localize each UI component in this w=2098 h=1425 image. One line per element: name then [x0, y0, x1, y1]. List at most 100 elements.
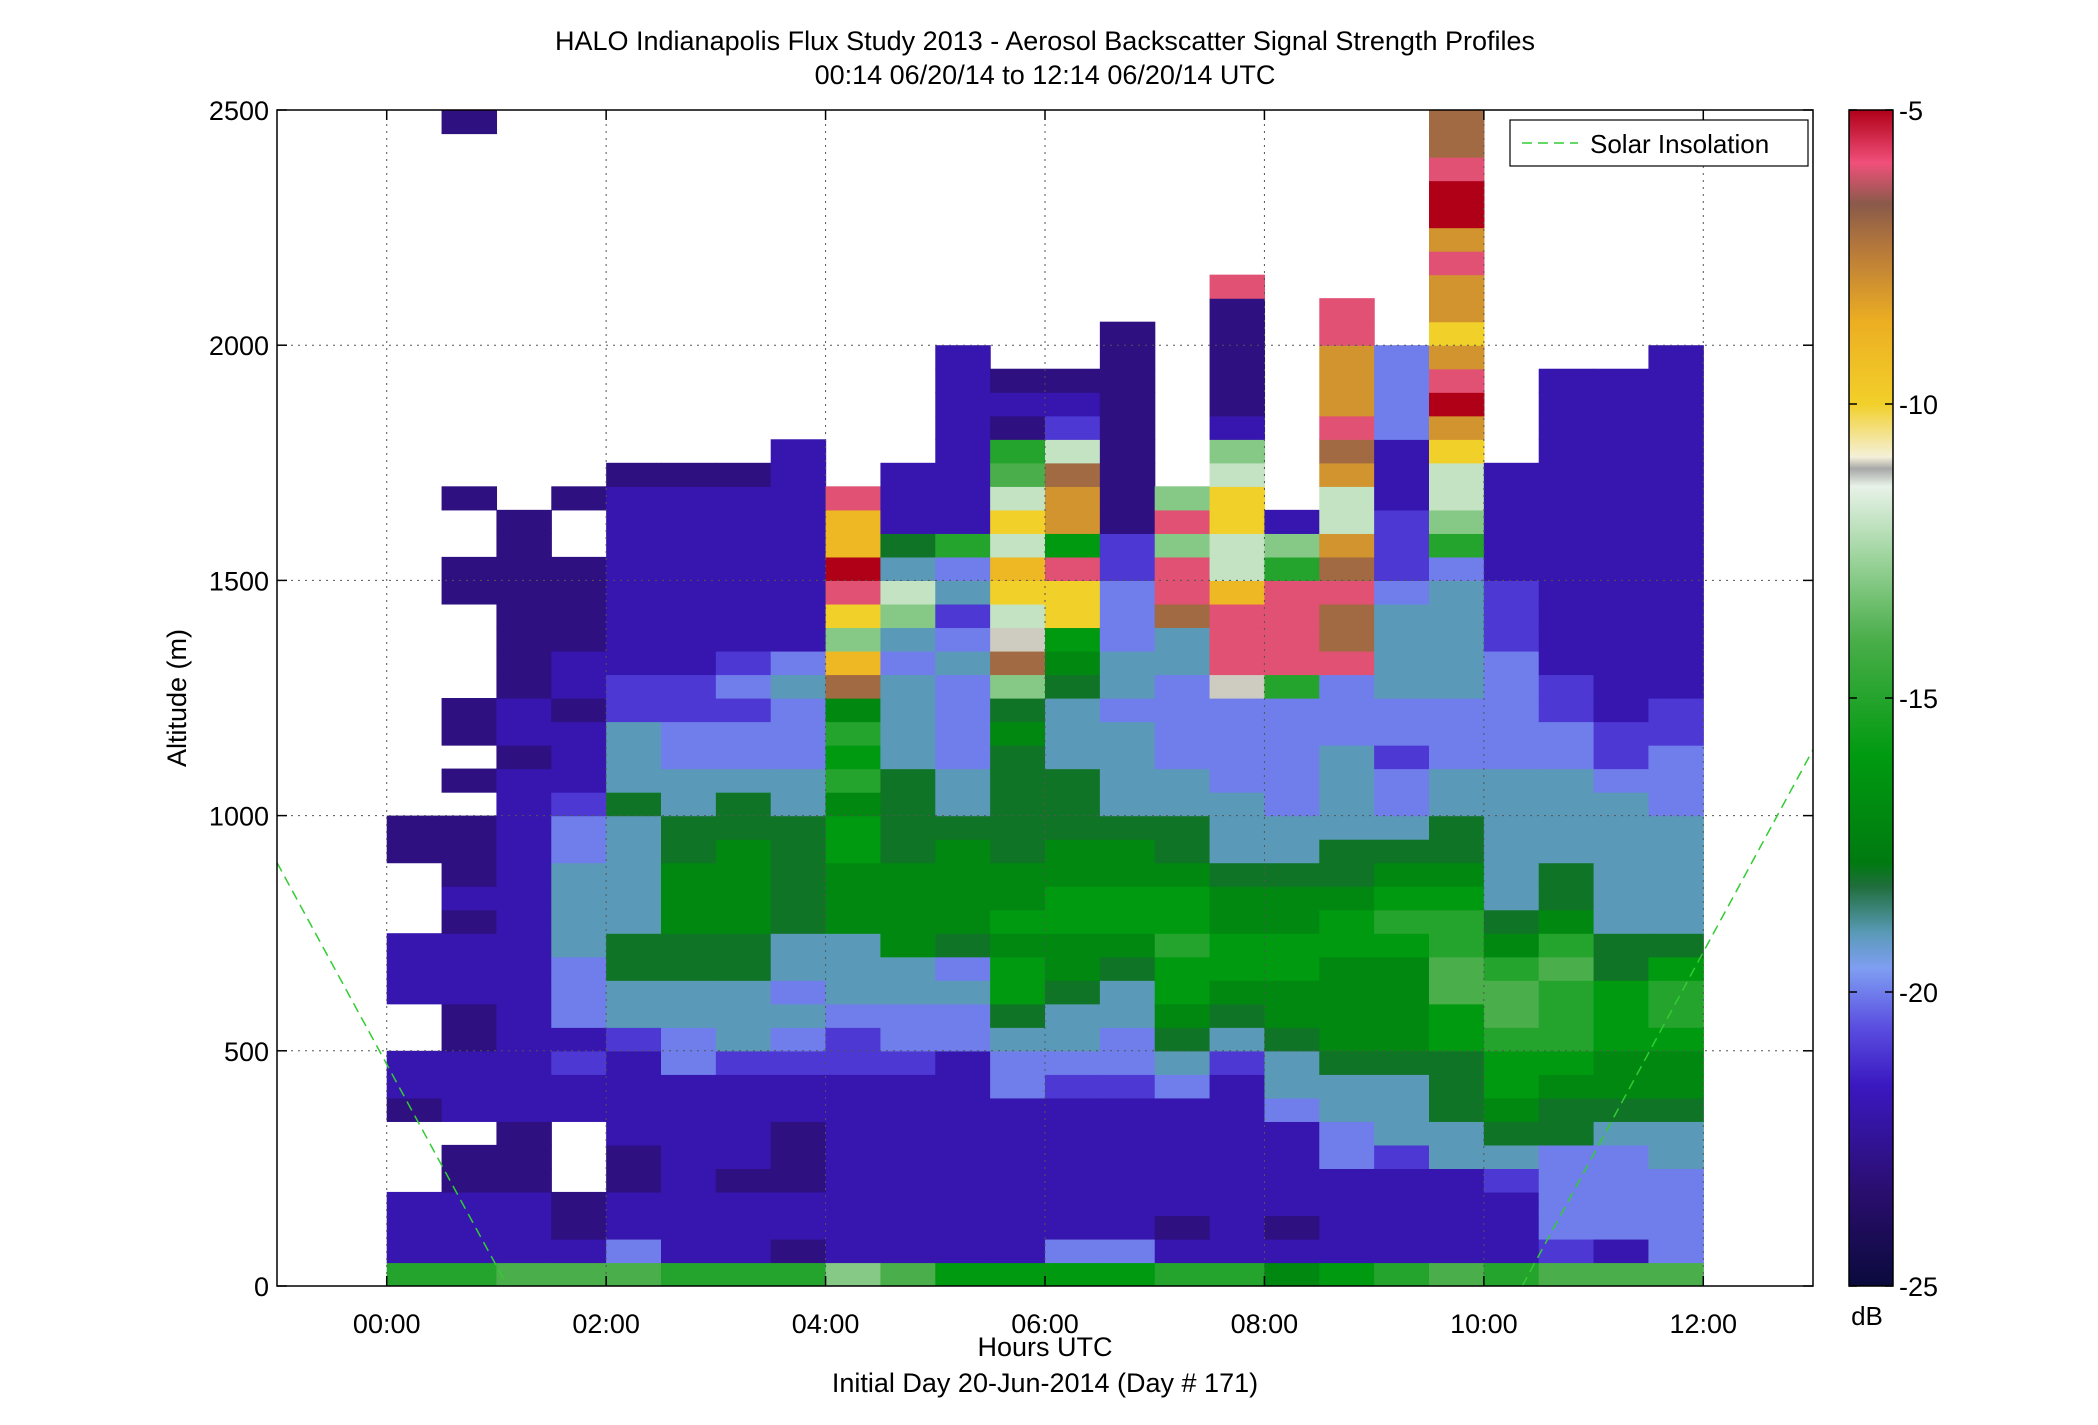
heatmap-cell	[825, 1050, 882, 1075]
heatmap-cell	[606, 768, 662, 793]
heatmap-cell	[606, 1027, 662, 1052]
heatmap-cell	[551, 909, 607, 934]
heatmap-cell	[1483, 627, 1540, 652]
heatmap-cell	[1045, 674, 1101, 699]
heatmap-cell	[1593, 556, 1650, 581]
heatmap-cell	[1045, 909, 1101, 934]
heatmap-cell	[1209, 1144, 1266, 1169]
heatmap-cell	[990, 650, 1046, 676]
heatmap-cell	[496, 1144, 552, 1169]
heatmap-cell	[1374, 839, 1430, 864]
heatmap-cell	[1319, 862, 1375, 887]
heatmap-cell	[1374, 909, 1430, 934]
heatmap-cell	[1429, 110, 1485, 135]
heatmap-cell	[1209, 886, 1266, 911]
heatmap-cell	[1099, 745, 1156, 770]
chart-title: HALO Indianapolis Flux Study 2013 - Aero…	[555, 26, 1535, 56]
heatmap-cell	[1045, 1050, 1101, 1075]
colorbar-tick-label: -20	[1899, 978, 1938, 1008]
heatmap-cell	[990, 933, 1046, 958]
heatmap-cell	[1648, 603, 1704, 629]
heatmap-cell	[496, 1097, 552, 1122]
heatmap-cell	[1319, 1027, 1375, 1052]
heatmap-cell	[661, 956, 717, 981]
heatmap-cell	[1154, 862, 1211, 887]
heatmap-cell	[1483, 1050, 1540, 1075]
heatmap-cell	[1593, 1168, 1650, 1193]
heatmap-cell	[1593, 698, 1650, 723]
heatmap-cell	[935, 533, 991, 558]
heatmap-cell	[1374, 439, 1430, 464]
heatmap-cell	[935, 415, 991, 440]
heatmap-cell	[1538, 509, 1595, 534]
heatmap-cell	[1264, 745, 1320, 770]
heatmap-cell	[990, 745, 1046, 770]
heatmap-cell	[551, 1050, 607, 1075]
heatmap-cell	[1099, 1097, 1156, 1122]
heatmap-cell	[496, 745, 552, 770]
heatmap-cell	[1319, 345, 1375, 370]
heatmap-cell	[386, 1191, 443, 1217]
heatmap-cell	[1045, 933, 1101, 958]
heatmap-cell	[880, 1191, 936, 1217]
heatmap-cell	[1154, 815, 1211, 840]
heatmap-cell	[1154, 1027, 1211, 1052]
heatmap-cell	[1045, 792, 1101, 817]
heatmap-cell	[1319, 1168, 1375, 1193]
heatmap-cell	[496, 1215, 552, 1240]
heatmap-cell	[1099, 580, 1156, 605]
heatmap-cell	[880, 1050, 936, 1075]
heatmap-cell	[1319, 392, 1375, 417]
heatmap-cell	[1154, 1144, 1211, 1169]
heatmap-cell	[606, 486, 662, 511]
heatmap-cell	[1483, 1121, 1540, 1146]
heatmap-cell	[1154, 1074, 1211, 1099]
heatmap-cell	[1045, 698, 1101, 723]
heatmap-cell	[606, 1238, 662, 1264]
heatmap-cell	[880, 862, 936, 887]
heatmap-cell	[1099, 1027, 1156, 1052]
heatmap-cell	[880, 462, 936, 487]
heatmap-cell	[606, 1168, 662, 1193]
heatmap-cell	[1319, 792, 1375, 817]
heatmap-cell	[606, 886, 662, 911]
heatmap-cell	[770, 1050, 827, 1075]
heatmap-cell	[1209, 298, 1266, 323]
heatmap-cell	[441, 1097, 498, 1122]
heatmap-cell	[386, 956, 443, 981]
heatmap-cell	[1429, 556, 1485, 581]
heatmap-cell	[1154, 1121, 1211, 1146]
heatmap-cell	[935, 368, 991, 393]
solar-insolation-line	[1521, 749, 1813, 1286]
heatmap-cell	[1209, 392, 1266, 417]
heatmap-cell	[1099, 509, 1156, 534]
heatmap-cell	[1319, 698, 1375, 723]
x-tick-label: 10:00	[1450, 1309, 1518, 1339]
heatmap-cell	[715, 792, 772, 817]
heatmap-cell	[935, 980, 991, 1005]
heatmap-cell	[1374, 1215, 1430, 1240]
heatmap-cell	[825, 580, 882, 605]
heatmap-cell	[1099, 768, 1156, 793]
heatmap-cell	[1429, 698, 1485, 723]
x-tick-label: 12:00	[1669, 1309, 1737, 1339]
heatmap-cell	[661, 1074, 717, 1099]
heatmap-cell	[1319, 415, 1375, 440]
heatmap-cell	[1648, 768, 1704, 793]
heatmap-cell	[990, 1050, 1046, 1075]
heatmap-cell	[1099, 815, 1156, 840]
heatmap-cell	[496, 603, 552, 629]
heatmap-cell	[935, 1262, 991, 1286]
heatmap-cell	[1648, 909, 1704, 934]
heatmap-cell	[1045, 533, 1101, 558]
heatmap-cell	[496, 862, 552, 887]
heatmap-cell	[1483, 792, 1540, 817]
heatmap-cell	[1264, 674, 1320, 699]
heatmap-cell	[441, 1003, 498, 1028]
heatmap-cell	[1593, 1027, 1650, 1052]
heatmap-cell	[1264, 556, 1320, 581]
heatmap-cell	[1593, 933, 1650, 958]
heatmap-cell	[661, 1215, 717, 1240]
heatmap-cell	[1429, 1262, 1485, 1286]
heatmap-cell	[1099, 1144, 1156, 1169]
